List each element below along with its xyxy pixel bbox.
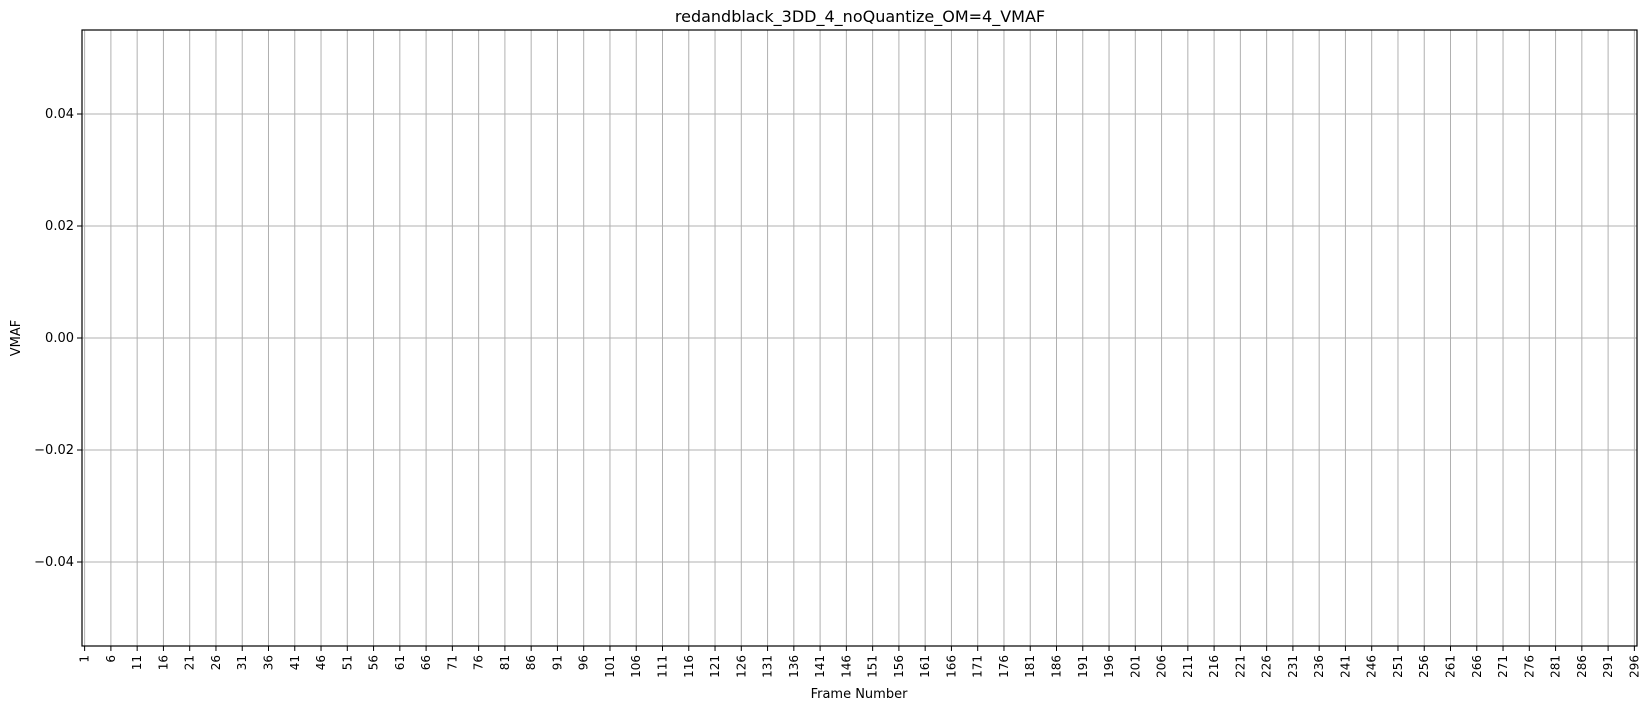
x-tick-label: 76 <box>472 655 486 670</box>
x-tick-label: 26 <box>209 655 223 670</box>
x-tick-label: 161 <box>918 655 932 678</box>
x-tick-label: 111 <box>655 655 669 678</box>
chart-title: redandblack_3DD_4_noQuantize_OM=4_VMAF <box>675 7 1045 27</box>
x-tick-label: 56 <box>367 655 381 670</box>
x-tick-label: 11 <box>130 655 144 670</box>
y-tick-label: 0.04 <box>45 107 74 122</box>
x-tick-label: 6 <box>104 655 118 663</box>
x-tick-label: 31 <box>235 655 249 670</box>
y-axis-ticks: 0.04 0.02 0.00 −0.02 −0.04 <box>34 107 82 570</box>
x-tick-label: 36 <box>261 655 275 670</box>
x-tick-label: 216 <box>1207 655 1221 678</box>
x-tick-label: 91 <box>550 655 564 670</box>
x-tick-label: 281 <box>1549 655 1563 678</box>
x-tick-label: 236 <box>1312 655 1326 678</box>
y-axis-label: VMAF <box>9 320 24 356</box>
x-tick-label: 261 <box>1444 655 1458 678</box>
x-tick-label: 221 <box>1233 655 1247 678</box>
x-tick-label: 96 <box>577 655 591 670</box>
x-tick-label: 176 <box>997 655 1011 678</box>
x-tick-label: 191 <box>1076 655 1090 678</box>
x-tick-label: 71 <box>445 655 459 670</box>
x-tick-label: 51 <box>340 655 354 670</box>
x-axis-label: Frame Number <box>811 687 909 702</box>
x-tick-label: 101 <box>603 655 617 678</box>
x-tick-label: 291 <box>1601 655 1615 678</box>
y-tick-label: 0.00 <box>45 331 74 346</box>
x-tick-label: 271 <box>1496 655 1510 678</box>
x-tick-label: 151 <box>866 655 880 678</box>
x-tick-label: 16 <box>156 655 170 670</box>
x-axis-ticks: 1 6 11 16 21 26 31 36 41 46 51 56 61 66 71 76 81 86 91 96 10… <box>78 646 1641 678</box>
x-tick-label: 201 <box>1128 655 1142 678</box>
x-tick-label: 41 <box>288 655 302 670</box>
x-tick-label: 166 <box>944 655 958 678</box>
x-tick-label: 86 <box>524 655 538 670</box>
y-tick-label: −0.02 <box>34 443 74 458</box>
y-tick-label: 0.02 <box>45 219 74 234</box>
x-tick-label: 186 <box>1050 655 1064 678</box>
x-tick-label: 296 <box>1627 655 1641 678</box>
x-tick-label: 266 <box>1470 655 1484 678</box>
x-tick-label: 171 <box>971 655 985 678</box>
x-tick-label: 241 <box>1338 655 1352 678</box>
x-tick-label: 156 <box>892 655 906 678</box>
x-tick-label: 61 <box>393 655 407 670</box>
x-tick-label: 121 <box>708 655 722 678</box>
x-tick-label: 46 <box>314 655 328 670</box>
x-tick-label: 206 <box>1155 655 1169 678</box>
y-tick-label: −0.04 <box>34 555 74 570</box>
x-tick-label: 256 <box>1417 655 1431 678</box>
x-tick-label: 81 <box>498 655 512 670</box>
x-tick-label: 251 <box>1391 655 1405 678</box>
x-tick-label: 141 <box>813 655 827 678</box>
x-tick-label: 21 <box>183 655 197 670</box>
x-tick-label: 231 <box>1286 655 1300 678</box>
x-tick-label: 66 <box>419 655 433 670</box>
x-tick-label: 181 <box>1023 655 1037 678</box>
x-tick-label: 286 <box>1575 655 1589 678</box>
x-tick-label: 136 <box>787 655 801 678</box>
x-tick-label: 116 <box>682 655 696 678</box>
x-tick-label: 126 <box>734 655 748 678</box>
x-tick-label: 226 <box>1260 655 1274 678</box>
x-tick-label: 276 <box>1522 655 1536 678</box>
x-tick-label: 106 <box>629 655 643 678</box>
y-gridlines <box>82 113 1637 563</box>
x-tick-label: 131 <box>761 655 775 678</box>
x-tick-label: 1 <box>78 655 92 663</box>
x-tick-label: 196 <box>1102 655 1116 678</box>
x-tick-label: 246 <box>1365 655 1379 678</box>
x-tick-label: 146 <box>839 655 853 678</box>
x-tick-label: 211 <box>1181 655 1195 678</box>
